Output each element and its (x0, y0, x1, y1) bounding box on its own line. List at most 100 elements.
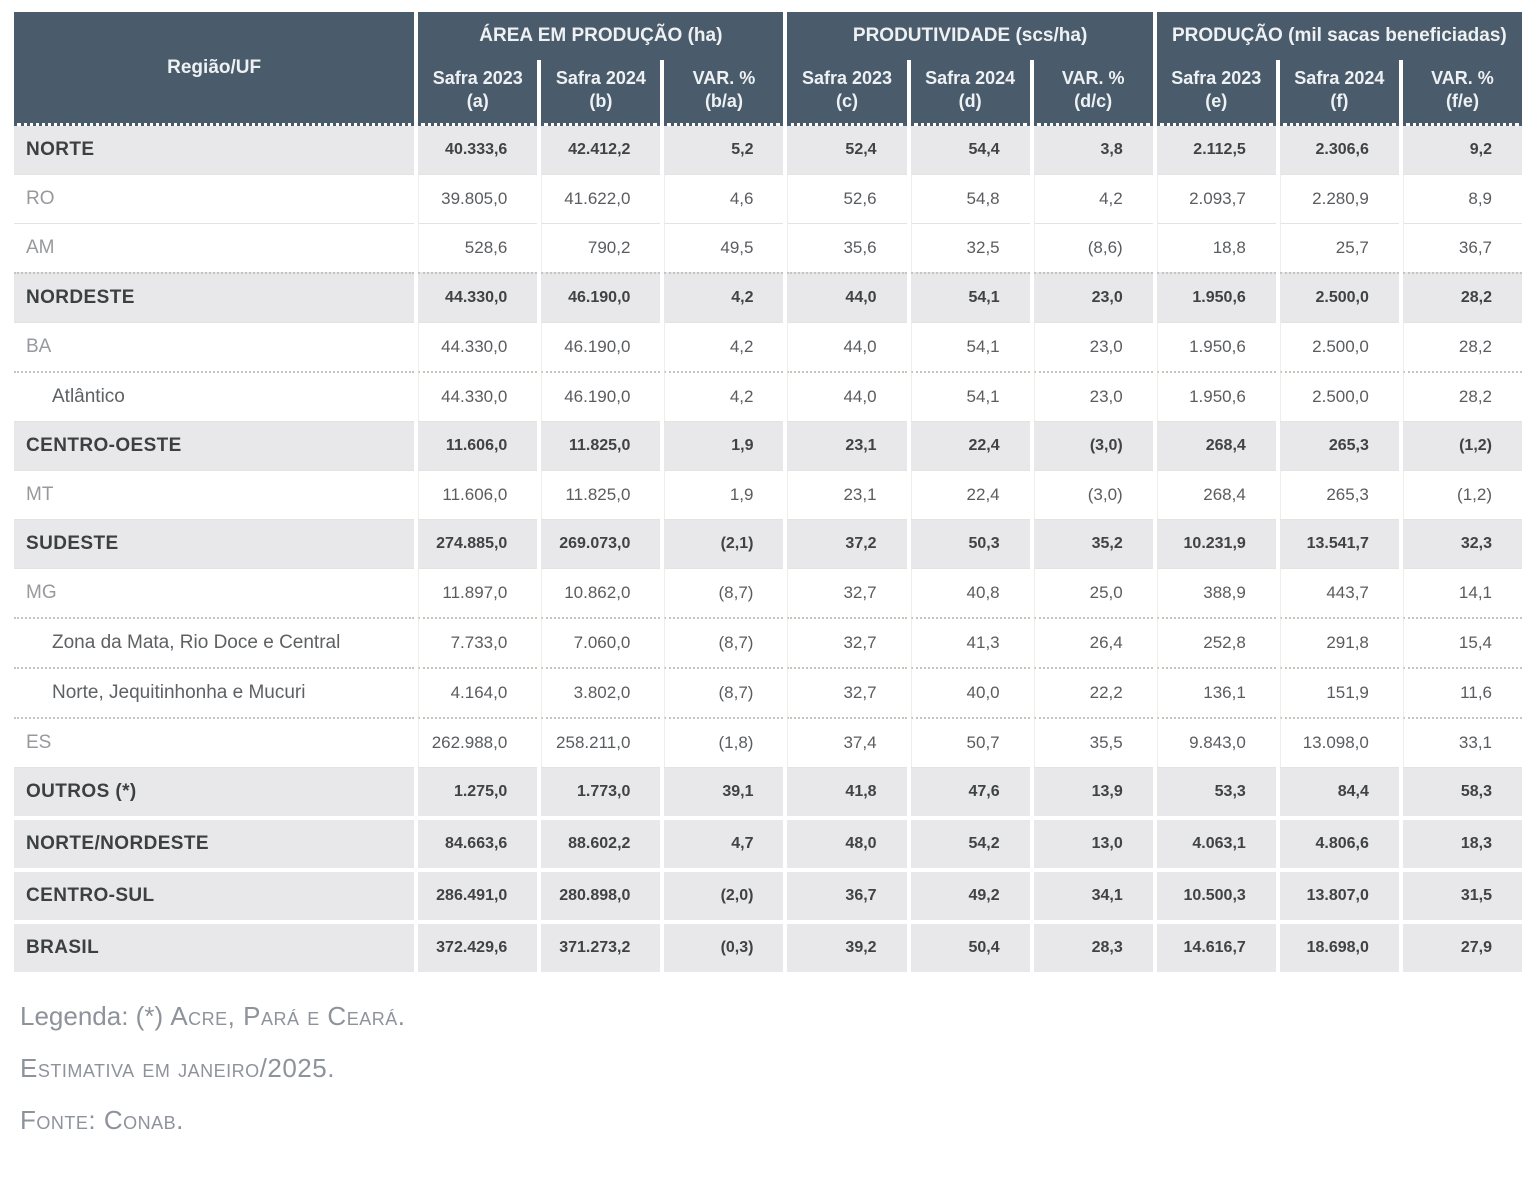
column-header-var-dc: VAR. % (d/c) (1033, 60, 1153, 126)
cell-out-var: (1,2) (1402, 470, 1522, 519)
row-label: RO (14, 174, 415, 223)
cell-area-2023: 4.164,0 (418, 667, 538, 717)
cell-out-2023: 9.843,0 (1156, 717, 1276, 767)
cell-prod-2024: 50,4 (910, 920, 1030, 972)
row-label: BA (14, 322, 415, 371)
cell-area-var: 4,2 (664, 272, 784, 322)
row-label: NORTE/NORDESTE (14, 816, 415, 868)
legend-line: Legenda: (*) Acre, Pará e Ceará. (20, 1001, 406, 1031)
column-header-safra-2023-c: Safra 2023 (c) (787, 60, 907, 126)
cell-area-2023: 11.606,0 (418, 470, 538, 519)
production-table: Região/UF ÁREA EM PRODUÇÃO (ha) PRODUTIV… (10, 12, 1526, 972)
cell-prod-var: 13,9 (1033, 767, 1153, 816)
cell-prod-2023: 23,1 (787, 470, 907, 519)
cell-out-2024: 13.541,7 (1279, 519, 1399, 568)
row-label: Norte, Jequitinhonha e Mucuri (14, 667, 415, 717)
cell-out-2023: 10.500,3 (1156, 868, 1276, 920)
cell-prod-2023: 44,0 (787, 272, 907, 322)
cell-prod-2023: 52,4 (787, 126, 907, 174)
cell-area-2023: 11.606,0 (418, 421, 538, 470)
sub-header-row: Safra 2023 (a) Safra 2024 (b) VAR. % (b/a) … (14, 60, 1522, 126)
cell-prod-var: (3,0) (1033, 470, 1153, 519)
cell-prod-var: 22,2 (1033, 667, 1153, 717)
cell-prod-2024: 40,8 (910, 568, 1030, 617)
row-label: OUTROS (*) (14, 767, 415, 816)
cell-prod-var: 4,2 (1033, 174, 1153, 223)
cell-prod-var: 23,0 (1033, 322, 1153, 371)
cell-area-2024: 7.060,0 (541, 617, 661, 667)
cell-out-2024: 84,4 (1279, 767, 1399, 816)
cell-area-var: (1,8) (664, 717, 784, 767)
cell-out-2023: 14.616,7 (1156, 920, 1276, 972)
cell-area-2024: 11.825,0 (541, 470, 661, 519)
table-row: Zona da Mata, Rio Doce e Central 7.733,0 7… (14, 617, 1522, 667)
cell-out-var: 31,5 (1402, 868, 1522, 920)
cell-prod-2023: 23,1 (787, 421, 907, 470)
table-row: Norte, Jequitinhonha e Mucuri 4.164,0 3.80… (14, 667, 1522, 717)
cell-out-var: 28,2 (1402, 371, 1522, 421)
cell-out-2024: 291,8 (1279, 617, 1399, 667)
row-label: MG (14, 568, 415, 617)
column-group-production: PRODUÇÃO (mil sacas beneficiadas) (1156, 12, 1522, 60)
cell-out-var: 9,2 (1402, 126, 1522, 174)
cell-out-2024: 18.698,0 (1279, 920, 1399, 972)
cell-area-var: (8,7) (664, 617, 784, 667)
cell-area-2024: 3.802,0 (541, 667, 661, 717)
cell-area-2024: 46.190,0 (541, 272, 661, 322)
table-row: CENTRO-OESTE 11.606,0 11.825,0 1,9 23,1 22,4(… (14, 421, 1522, 470)
cell-out-2023: 2.093,7 (1156, 174, 1276, 223)
cell-out-2024: 2.500,0 (1279, 322, 1399, 371)
cell-area-2023: 262.988,0 (418, 717, 538, 767)
cell-out-var: 14,1 (1402, 568, 1522, 617)
cell-out-2023: 1.950,6 (1156, 322, 1276, 371)
row-label: NORDESTE (14, 272, 415, 322)
cell-area-2023: 528,6 (418, 223, 538, 272)
table-footer: Legenda: (*) Acre, Pará e Ceará. Estimat… (10, 972, 1526, 1178)
cell-out-var: 27,9 (1402, 920, 1522, 972)
cell-area-2023: 44.330,0 (418, 272, 538, 322)
cell-prod-var: 34,1 (1033, 868, 1153, 920)
row-label: BRASIL (14, 920, 415, 972)
table-row: CENTRO-SUL 286.491,0 280.898,0 (2,0) 36,7 49,… (14, 868, 1522, 920)
cell-prod-2023: 32,7 (787, 617, 907, 667)
cell-area-2023: 7.733,0 (418, 617, 538, 667)
cell-prod-var: 35,5 (1033, 717, 1153, 767)
cell-out-2023: 10.231,9 (1156, 519, 1276, 568)
cell-area-2024: 258.211,0 (541, 717, 661, 767)
cell-prod-var: 26,4 (1033, 617, 1153, 667)
cell-area-2024: 11.825,0 (541, 421, 661, 470)
source-line: Fonte: Conab. (20, 1104, 184, 1135)
cell-prod-2024: 32,5 (910, 223, 1030, 272)
column-header-safra-2024-f: Safra 2024 (f) (1279, 60, 1399, 126)
cell-out-2024: 25,7 (1279, 223, 1399, 272)
table-row: NORTE 40.333,6 42.412,2 5,2 52,4 54,4 3,8 2.112… (14, 126, 1522, 174)
estimate-line: Estimativa em janeiro/2025. (20, 1052, 335, 1083)
cell-out-2024: 13.098,0 (1279, 717, 1399, 767)
cell-out-2024: 265,3 (1279, 421, 1399, 470)
cell-out-2023: 53,3 (1156, 767, 1276, 816)
table-row: OUTROS (*) 1.275,0 1.773,0 39,1 41,8 47,6 13,9… (14, 767, 1522, 816)
table-body: NORTE 40.333,6 42.412,2 5,2 52,4 54,4 3,8 2.112… (14, 126, 1522, 972)
cell-out-2024: 4.806,6 (1279, 816, 1399, 868)
row-label: AM (14, 223, 415, 272)
group-header-row: Região/UF ÁREA EM PRODUÇÃO (ha) PRODUTIV… (14, 12, 1522, 126)
table-row: MG 11.897,0 10.862,0 (8,7) 32,7 40,8 25,0 388,9… (14, 568, 1522, 617)
cell-out-2023: 1.950,6 (1156, 272, 1276, 322)
cell-prod-2023: 35,6 (787, 223, 907, 272)
cell-area-2024: 280.898,0 (541, 868, 661, 920)
cell-out-2023: 268,4 (1156, 421, 1276, 470)
row-label: MT (14, 470, 415, 519)
row-label: CENTRO-OESTE (14, 421, 415, 470)
cell-out-var: 15,4 (1402, 617, 1522, 667)
row-label: NORTE (14, 126, 415, 174)
cell-area-var: 49,5 (664, 223, 784, 272)
cell-prod-2024: 50,7 (910, 717, 1030, 767)
cell-prod-2024: 22,4 (910, 470, 1030, 519)
cell-area-var: 4,2 (664, 371, 784, 421)
cell-prod-2024: 41,3 (910, 617, 1030, 667)
cell-prod-2024: 54,1 (910, 322, 1030, 371)
cell-prod-var: 28,3 (1033, 920, 1153, 972)
cell-out-2024: 2.306,6 (1279, 126, 1399, 174)
cell-area-2023: 40.333,6 (418, 126, 538, 174)
cell-out-var: (1,2) (1402, 421, 1522, 470)
